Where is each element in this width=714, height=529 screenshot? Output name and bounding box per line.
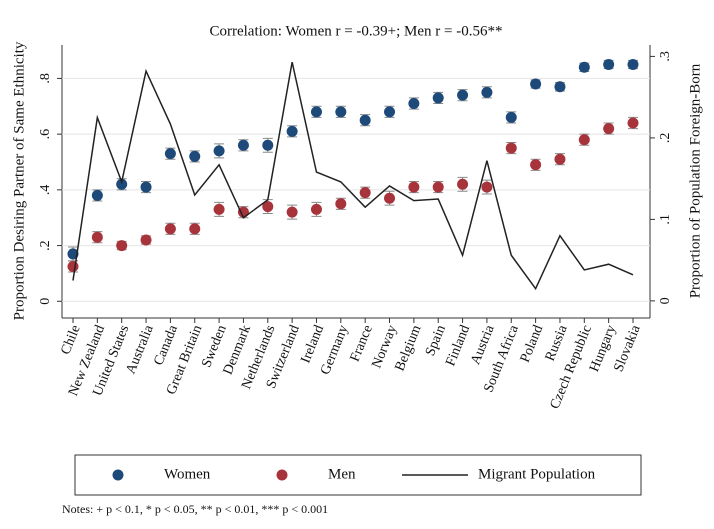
point [432, 181, 444, 193]
y2-tick-label: .2 [658, 133, 673, 144]
point [91, 189, 103, 201]
migrant-line [72, 61, 634, 291]
point [189, 223, 201, 235]
legend-label: Men [328, 466, 356, 482]
point [310, 106, 322, 118]
x-tick-label: Chile [58, 323, 83, 357]
point [262, 201, 274, 213]
x-tick-label: Poland [518, 323, 546, 365]
point [189, 150, 201, 162]
x-tick-label: Spain [423, 323, 449, 358]
legend-swatch [276, 469, 288, 481]
point [408, 181, 420, 193]
y-tick-label: .8 [38, 73, 53, 84]
point [213, 145, 225, 157]
point [335, 198, 347, 210]
point [384, 192, 396, 204]
point [384, 106, 396, 118]
point [505, 142, 517, 154]
point [116, 178, 128, 190]
y-axis-label: Proportion Desiring Partner of Same Ethn… [11, 41, 27, 320]
point [578, 61, 590, 73]
point [164, 223, 176, 235]
legend-label: Women [164, 466, 211, 482]
y-tick-label: 0 [38, 298, 53, 305]
y-tick-label: .6 [38, 129, 53, 140]
point [578, 134, 590, 146]
point [359, 114, 371, 126]
point [432, 92, 444, 104]
point [335, 106, 347, 118]
point [481, 181, 493, 193]
point [262, 139, 274, 151]
point [164, 148, 176, 160]
point [505, 111, 517, 123]
point [457, 178, 469, 190]
y2-axis-label: Proportion of Population Foreign-Born [687, 63, 703, 298]
point [359, 187, 371, 199]
y2-tick-label: 0 [658, 297, 673, 304]
point [603, 59, 615, 70]
notes: Notes: + p < 0.1, * p < 0.05, ** p < 0.0… [62, 502, 328, 516]
point [140, 234, 152, 246]
point [310, 203, 322, 215]
legend-box [74, 454, 642, 496]
point [603, 123, 615, 135]
y2-tick-label: .1 [658, 214, 673, 225]
point [457, 89, 469, 101]
point [67, 248, 79, 260]
point [530, 159, 542, 171]
point [554, 153, 566, 165]
point [530, 78, 542, 90]
point [91, 231, 103, 243]
point [286, 206, 298, 218]
point [481, 86, 493, 98]
legend-swatch [112, 469, 124, 481]
y-tick-label: .4 [38, 185, 53, 196]
legend-label: Migrant Population [478, 466, 596, 482]
point [554, 81, 566, 93]
point [213, 203, 225, 215]
point [67, 260, 79, 272]
point [408, 98, 420, 109]
point [627, 59, 639, 70]
point [237, 139, 249, 151]
chart-subtitle: Correlation: Women r = -0.39+; Men r = -… [209, 23, 502, 39]
point [627, 117, 639, 129]
point [286, 125, 298, 137]
point [140, 181, 152, 193]
y-tick-label: .2 [38, 240, 53, 251]
y2-tick-label: .3 [658, 51, 673, 62]
point [116, 240, 128, 252]
